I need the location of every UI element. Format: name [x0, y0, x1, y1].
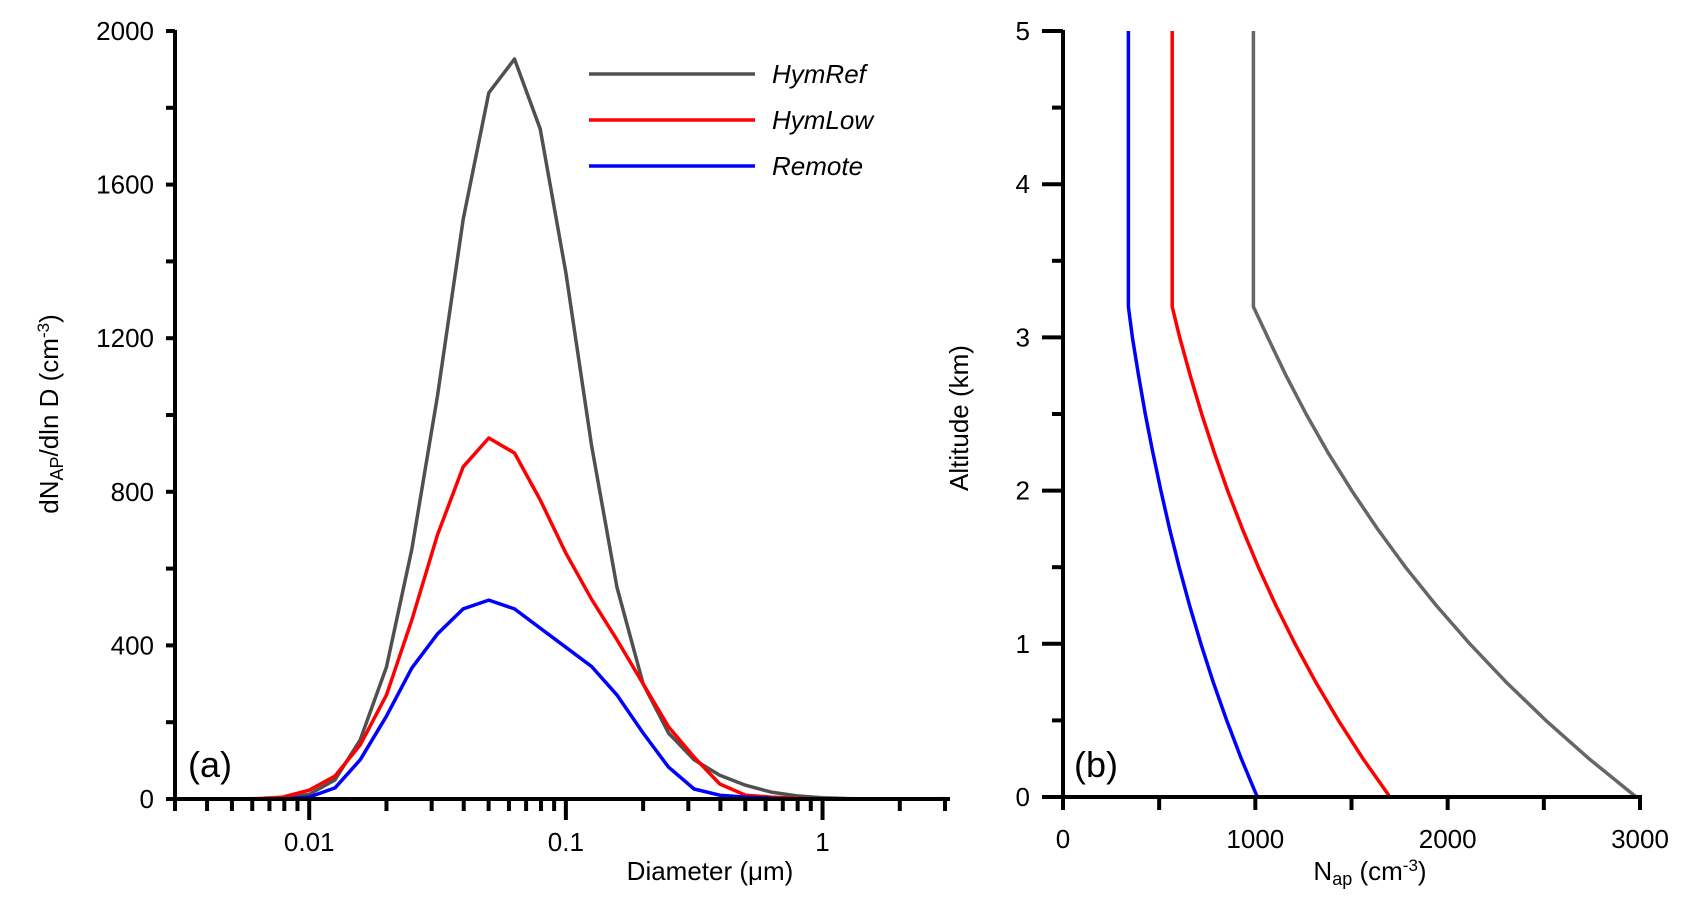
y-tick-label: 3: [1016, 322, 1030, 352]
panel-b-ticks: [1042, 29, 1642, 810]
x-tick-label: 3000: [1611, 824, 1669, 854]
y-tick-label: 2000: [96, 16, 154, 46]
panel-b-line-hymlow: [1170, 31, 1392, 799]
y-title-rest: /dln D (cm: [34, 338, 64, 456]
x-tick-label: 0.01: [284, 827, 335, 857]
x-title-sup: -3: [1403, 856, 1418, 875]
x-tick-label: 0: [1056, 824, 1070, 854]
panel-a-label: (a): [188, 744, 232, 785]
panel-a-x-axis-title: Diameter (μm): [627, 856, 794, 886]
panel-a: 0 400 800 1200 1600 2000 0.01 0.1 1 (a) Diamete…: [34, 16, 950, 886]
y-tick-label: 1: [1016, 629, 1030, 659]
y-tick-label: 1200: [96, 323, 154, 353]
x-title-end: ): [1418, 856, 1427, 886]
y-title-sub: AP: [47, 457, 67, 481]
legend-item-hymref: HymRef: [589, 59, 869, 89]
y-tick-label: 0: [1016, 782, 1030, 812]
y-tick-label: 800: [111, 477, 154, 507]
panel-b-y-axis-title: Altitude (km): [944, 345, 974, 491]
y-tick-label: 2: [1016, 476, 1030, 506]
y-tick-label: 5: [1016, 16, 1030, 46]
legend: HymRef HymLow Remote: [589, 59, 875, 181]
y-title-sup: -3: [34, 323, 53, 338]
y-tick-label: 400: [111, 630, 154, 660]
x-tick-label: 0.1: [548, 827, 584, 857]
legend-item-hymlow: HymLow: [589, 105, 875, 135]
legend-label: HymRef: [772, 59, 869, 89]
panel-a-x-tick-labels: 0.01 0.1 1: [284, 827, 830, 857]
panel-b-line-remote: [1126, 31, 1259, 798]
y-tick-label: 4: [1016, 169, 1030, 199]
panel-b-x-axis-title: Nap (cm-3): [1313, 856, 1426, 890]
legend-item-remote: Remote: [589, 151, 863, 181]
x-title-rest: (cm: [1352, 856, 1403, 886]
y-tick-label: 1600: [96, 170, 154, 200]
panel-b-series: [1126, 31, 1638, 799]
panel-b-y-tick-labels: 0 1 2 3 4 5: [1016, 16, 1030, 812]
x-tick-label: 2000: [1419, 824, 1477, 854]
y-title-main: dN: [34, 481, 64, 514]
legend-label: HymLow: [772, 105, 875, 135]
y-tick-label: 0: [140, 784, 154, 814]
panel-b-x-tick-labels: 0 1000 2000 3000: [1056, 824, 1669, 854]
panel-b: 0 1 2 3 4 5 0 1000 2000 3000 (b) Altitude (km) N…: [944, 16, 1669, 889]
panel-a-line-hymlow: [231, 436, 946, 801]
panel-a-y-axis-title: dNAP/dln D (cm-3): [34, 314, 67, 514]
panel-a-ticks: [166, 29, 947, 820]
panel-b-line-hymref: [1251, 31, 1638, 799]
x-title-main: N: [1313, 856, 1332, 886]
x-tick-label: 1000: [1226, 824, 1284, 854]
panel-b-label: (b): [1074, 744, 1118, 785]
x-title-sub: ap: [1332, 869, 1352, 889]
x-tick-label: 1: [815, 827, 829, 857]
y-title-end: ): [34, 314, 64, 323]
panel-a-y-tick-labels: 0 400 800 1200 1600 2000: [96, 16, 154, 814]
legend-label: Remote: [772, 151, 863, 181]
